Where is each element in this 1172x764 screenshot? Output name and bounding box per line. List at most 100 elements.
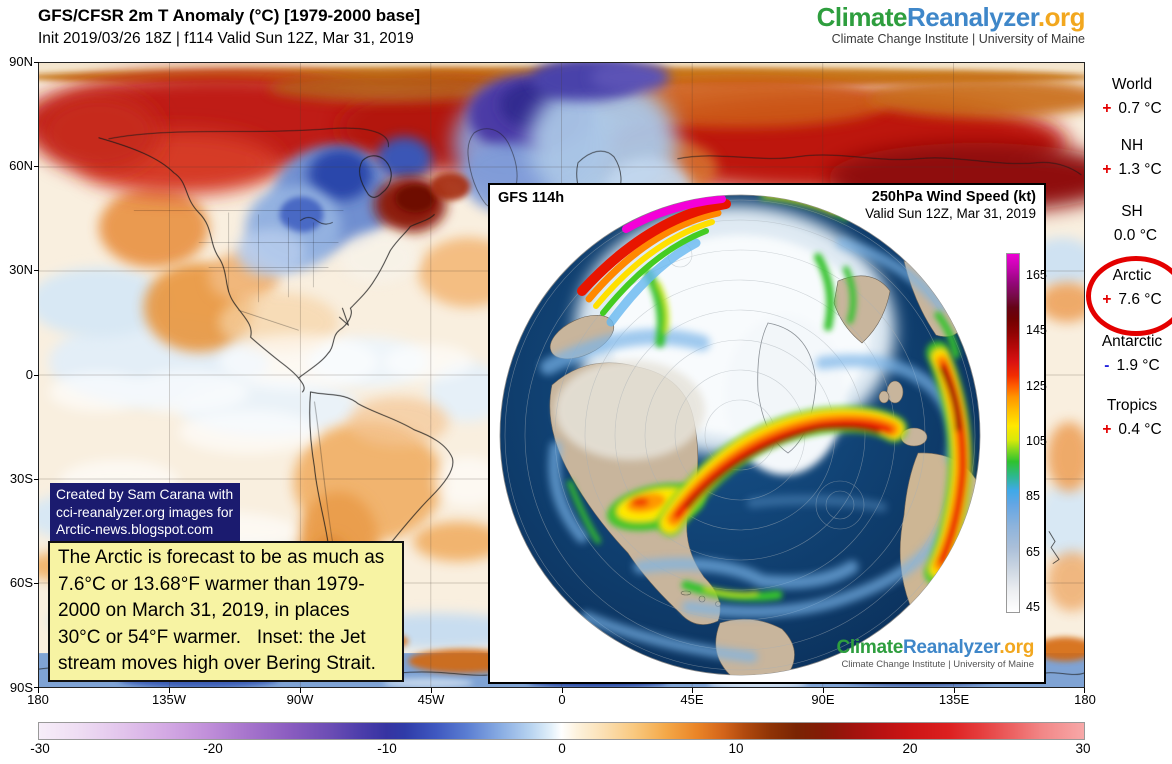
axis-tick <box>34 166 39 167</box>
wind-cbar-tick: 145 <box>1026 323 1047 337</box>
lat-tick-label: 30N <box>9 262 33 277</box>
lat-tick-label: 60N <box>9 158 33 173</box>
note-line: stream moves high over Bering Strait. <box>58 653 376 674</box>
inset-logo-part-reanalyzer: Reanalyzer <box>903 637 1000 658</box>
axis-tick <box>34 270 39 271</box>
logo-part-climate: Climate <box>816 2 908 32</box>
lon-tick-label: 180 <box>27 692 49 707</box>
sidebar-item-world: World +0.7 °C <box>1062 76 1172 118</box>
axis-tick <box>38 688 39 693</box>
map-state-borders <box>133 210 344 303</box>
axis-tick <box>34 687 39 688</box>
axis-tick <box>692 688 693 693</box>
lon-tick-label: 45W <box>417 692 445 707</box>
region-label: Tropics <box>1106 397 1158 414</box>
credit-line: cci-reanalyzer.org images for <box>56 504 234 520</box>
colorbar-tick-label: -30 <box>30 741 50 756</box>
axis-tick <box>169 688 170 693</box>
axis-tick <box>431 688 432 693</box>
region-label: NH <box>1120 137 1144 154</box>
lon-tick-label: 135W <box>152 692 186 707</box>
wind-inset-panel: GFS 114h 250hPa Wind Speed (kt) Valid Su… <box>488 183 1047 684</box>
lon-tick-label: 90W <box>286 692 314 707</box>
lat-tick-label: 30S <box>9 471 33 486</box>
inset-logo-part-climate: Climate <box>836 637 904 658</box>
value: 0.4 °C <box>1118 421 1162 438</box>
forecast-note-box: The Arctic is forecast to be as much as … <box>48 541 404 682</box>
sidebar-item-nh: NH +1.3 °C <box>1062 137 1172 179</box>
axis-tick <box>34 583 39 584</box>
lat-tick-label: 90N <box>9 54 33 69</box>
map-white-mottling <box>48 334 504 552</box>
colorbar-tick-label: 20 <box>902 741 918 756</box>
wind-globe <box>499 194 981 676</box>
inset-logo-part-org: .org <box>999 637 1034 658</box>
page-subtitle: Init 2019/03/26 18Z | f114 Valid Sun 12Z… <box>38 30 414 47</box>
globe-jet-bering-rainbow <box>577 195 731 327</box>
colorbar-tick-label: 30 <box>1075 741 1091 756</box>
colorbar-tick-label: 0 <box>558 741 566 756</box>
axis-tick <box>954 688 955 693</box>
sidebar-item-tropics: Tropics +0.4 °C <box>1062 397 1172 439</box>
axis-tick <box>562 688 563 693</box>
wind-cbar-tick: 165 <box>1026 268 1047 282</box>
lon-tick-label: 45E <box>680 692 704 707</box>
region-value: +1.3 °C <box>1062 161 1172 179</box>
wind-cbar-tick: 85 <box>1026 489 1040 503</box>
credit-line: Created by Sam Carana with <box>56 487 234 502</box>
value: 1.3 °C <box>1118 161 1162 178</box>
logo-part-reanalyzer: Reanalyzer <box>907 2 1038 32</box>
lon-tick-label: 135E <box>938 692 970 707</box>
axis-tick <box>34 62 39 63</box>
axis-tick <box>300 688 301 693</box>
credit-line: Arctic-news.blogspot.com <box>56 522 214 537</box>
value: 1.9 °C <box>1116 357 1160 374</box>
wind-cbar-tick: 125 <box>1026 379 1047 393</box>
wind-cbar-tick: 105 <box>1026 434 1047 448</box>
colorbar-tick-label: -10 <box>377 741 397 756</box>
region-value: -1.9 °C <box>1062 357 1172 375</box>
map-cold-blobs <box>236 63 693 277</box>
page-title: GFS/CFSR 2m T Anomaly (°C) [1979-2000 ba… <box>38 6 421 25</box>
lat-tick-label: 0 <box>25 367 33 382</box>
globe-jet-max-atlantic <box>656 405 908 537</box>
lon-tick-label: 90E <box>811 692 835 707</box>
value: 0.7 °C <box>1118 100 1162 117</box>
region-value: 0.0 °C <box>1062 227 1172 245</box>
inset-valid-time: Valid Sun 12Z, Mar 31, 2019 <box>865 206 1036 221</box>
logo-tagline: Climate Change Institute | University of… <box>831 32 1085 46</box>
logo-wordmark: ClimateReanalyzer.org <box>816 2 1086 32</box>
wind-cbar-tick: 45 <box>1026 600 1040 614</box>
arctic-highlight-circle <box>1086 256 1172 336</box>
map-hot-blobs <box>338 172 471 284</box>
sign: + <box>1102 421 1112 438</box>
value: 0.0 °C <box>1113 227 1158 244</box>
inset-title: 250hPa Wind Speed (kt) <box>871 189 1036 205</box>
sign: + <box>1102 161 1112 178</box>
logo-part-org: .org <box>1037 2 1086 32</box>
lon-tick-label: 0 <box>558 692 566 707</box>
region-label: SH <box>1121 203 1143 220</box>
lat-tick-label: 90S <box>9 680 33 695</box>
inset-logo-tagline: Climate Change Institute | University of… <box>841 659 1034 670</box>
wind-cbar-tick: 65 <box>1026 545 1040 559</box>
colorbar-tick-label: 10 <box>728 741 744 756</box>
axis-tick <box>34 375 39 376</box>
axis-tick <box>34 479 39 480</box>
region-label: Antarctic <box>1101 333 1163 350</box>
wind-speed-colorbar <box>1006 253 1020 613</box>
region-value: +0.7 °C <box>1062 100 1172 118</box>
sidebar-item-antarctic: Antarctic -1.9 °C <box>1062 333 1172 375</box>
lon-tick-label: 180 <box>1074 692 1096 707</box>
globe-jet-max-africa <box>924 341 973 585</box>
axis-tick <box>823 688 824 693</box>
lat-tick-label: 60S <box>9 575 33 590</box>
inset-model-label: GFS 114h <box>498 190 565 206</box>
note-line: 7.6°C or 13.68°F warmer than 1979- <box>58 573 365 595</box>
note-line: 2000 on March 31, 2019, in places <box>58 600 350 621</box>
region-value: +0.4 °C <box>1062 421 1172 439</box>
inset-climatereanalyzer-logo: ClimateReanalyzer.org Climate Change Ins… <box>836 637 1034 671</box>
sign: + <box>1102 100 1112 117</box>
anomaly-colorbar <box>38 722 1085 740</box>
